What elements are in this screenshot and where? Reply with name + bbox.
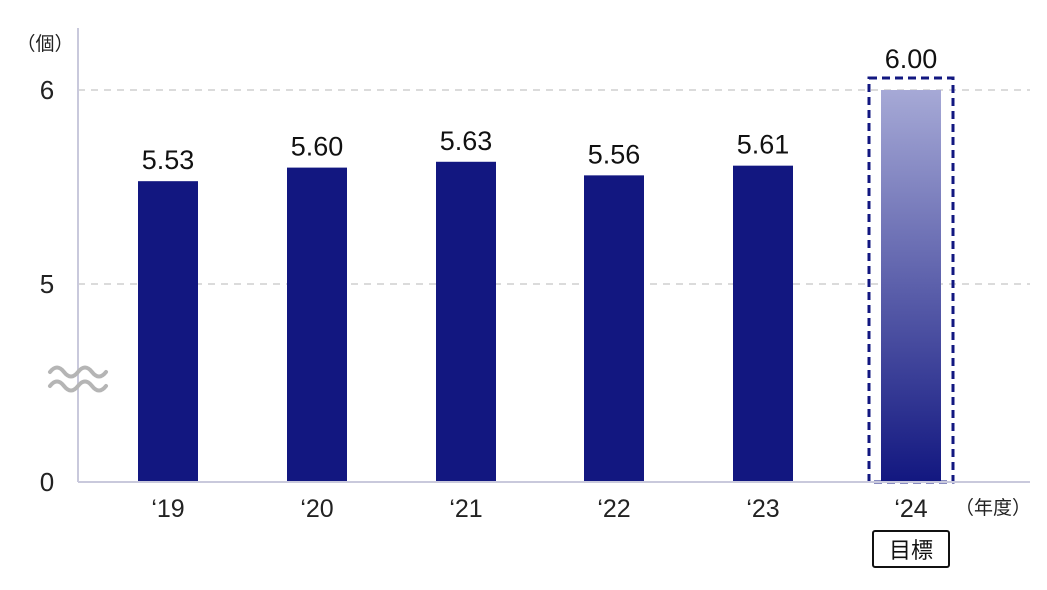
y-tick-label: 5 <box>40 269 54 299</box>
data-label: 5.63 <box>440 126 493 156</box>
data-label: 5.61 <box>737 130 790 160</box>
x-tick-label: ‘24 <box>894 495 927 523</box>
x-unit-label: （年度） <box>955 497 1031 519</box>
y-tick-label: 6 <box>40 75 54 105</box>
x-tick-label: ‘22 <box>597 495 630 523</box>
target-badge-label: 目標 <box>889 538 933 563</box>
data-label: 6.00 <box>885 44 938 74</box>
bar <box>436 161 496 482</box>
axis-break-wave <box>48 365 108 379</box>
bar <box>733 165 793 482</box>
x-tick-label: ‘23 <box>746 495 779 523</box>
target-outline <box>867 76 955 484</box>
data-label: 5.53 <box>142 145 195 175</box>
data-label: 5.60 <box>291 132 344 162</box>
y-unit-label: （個） <box>16 33 73 55</box>
axis-break-icon <box>48 365 108 393</box>
bar <box>584 175 644 483</box>
x-tick-label: ‘19 <box>151 495 184 523</box>
bar <box>287 167 347 482</box>
target-badge <box>872 530 950 568</box>
axis-break-wave <box>48 379 108 393</box>
bar-target <box>881 90 941 482</box>
x-tick-label: ‘21 <box>449 495 482 523</box>
x-tick-label: ‘20 <box>300 495 333 523</box>
bar <box>138 181 198 482</box>
y-tick-label: 0 <box>40 467 54 497</box>
data-label: 5.56 <box>588 139 641 169</box>
